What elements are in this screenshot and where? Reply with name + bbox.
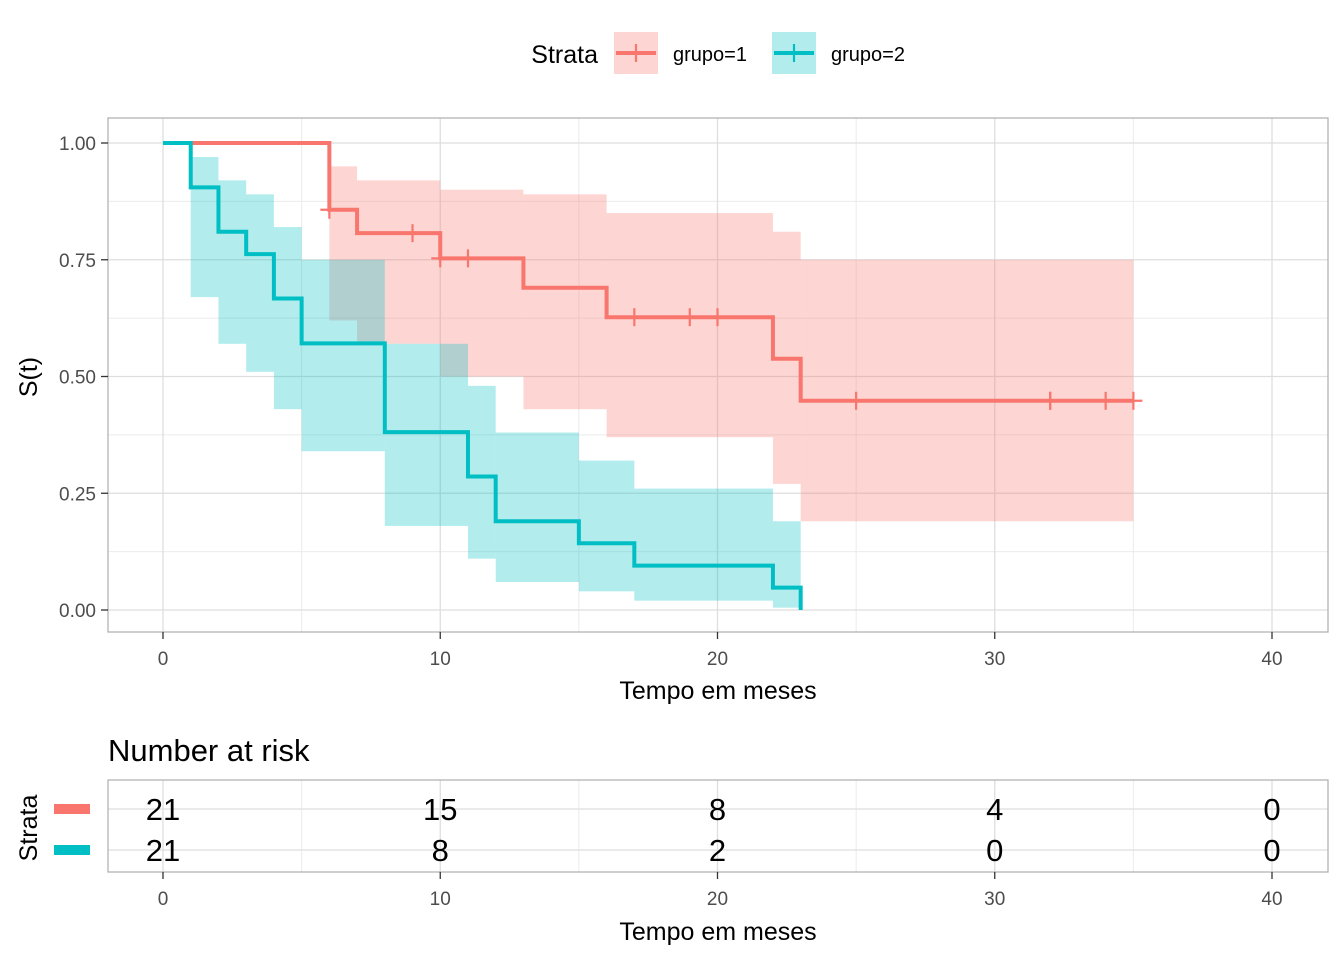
x-tick-label: 20 <box>707 649 728 670</box>
risk-value: 8 <box>432 833 449 868</box>
x-tick-label: 0 <box>158 649 169 670</box>
ci-band-grupo-2 <box>218 180 247 344</box>
ci-band-grupo-2 <box>190 157 219 298</box>
risk-row-key <box>54 804 90 814</box>
ci-band-grupo-2 <box>273 227 302 410</box>
legend-label: grupo=1 <box>673 44 747 66</box>
censor-mark-grupo-1 <box>708 308 727 327</box>
risk-value: 15 <box>423 792 457 827</box>
censor-mark-grupo-1 <box>403 224 422 243</box>
censor-mark-grupo-1 <box>1124 391 1143 410</box>
y-tick-label: 1.00 <box>59 134 96 155</box>
legend: Strata grupo=1 grupo=2 <box>531 32 905 74</box>
risk-value: 0 <box>1263 792 1280 827</box>
survival-line-grupo-1 <box>163 141 1134 403</box>
ci-band-grupo-1 <box>440 189 524 377</box>
censor-mark-grupo-1 <box>847 391 866 410</box>
survival-plot-panel: 0.00 0.25 0.50 0.75 1.00 0 10 20 30 40 <box>59 117 1329 670</box>
risk-table-y-axis-title: Strata <box>15 795 43 862</box>
y-tick-label: 0.50 <box>59 368 96 389</box>
ci-band-grupo-2 <box>772 521 801 608</box>
risk-x-tick-label: 20 <box>707 889 728 910</box>
risk-value: 8 <box>709 792 726 827</box>
legend-title: Strata <box>531 41 598 69</box>
ci-band-grupo-2 <box>301 259 385 452</box>
ci-band-grupo-1 <box>357 180 441 344</box>
risk-table-title: Number at risk <box>108 733 310 768</box>
risk-x-tick-label: 0 <box>158 889 169 910</box>
risk-value: 21 <box>146 833 180 868</box>
risk-x-tick-label: 40 <box>1261 889 1282 910</box>
y-tick-label: 0.00 <box>59 601 96 622</box>
legend-entry: grupo=2 <box>772 32 905 74</box>
x-tick-label: 30 <box>984 649 1005 670</box>
ci-band-grupo-2 <box>246 194 274 372</box>
x-tick-label: 40 <box>1261 649 1282 670</box>
y-tick-label: 0.75 <box>59 251 96 272</box>
risk-value: 21 <box>146 792 180 827</box>
censor-mark-grupo-1 <box>458 249 477 268</box>
ci-band-grupo-1 <box>800 259 1134 522</box>
y-axis-title: S(t) <box>15 357 43 397</box>
risk-value: 0 <box>1263 833 1280 868</box>
censor-mark-grupo-1 <box>320 200 339 219</box>
ci-band-grupo-2 <box>495 432 579 582</box>
ci-band-grupo-2 <box>634 488 773 601</box>
ci-band-grupo-1 <box>329 166 358 321</box>
x-tick-label: 10 <box>430 649 451 670</box>
legend-label: grupo=2 <box>831 44 905 66</box>
risk-x-tick-label: 10 <box>430 889 451 910</box>
risk-row-key <box>54 845 90 855</box>
censor-mark-grupo-1 <box>680 308 699 327</box>
risk-table-x-axis-title: Tempo em meses <box>619 918 816 946</box>
censor-mark-grupo-1 <box>431 249 450 268</box>
legend-entry: grupo=1 <box>614 32 747 74</box>
risk-value: 0 <box>986 833 1003 868</box>
risk-x-tick-label: 30 <box>984 889 1005 910</box>
survival-line-grupo-2 <box>163 141 803 610</box>
x-axis-title: Tempo em meses <box>619 677 816 705</box>
censor-mark-grupo-1 <box>1096 391 1115 410</box>
censor-mark-grupo-1 <box>1041 391 1060 410</box>
y-tick-label: 0.25 <box>59 484 96 505</box>
ci-band-grupo-2 <box>384 343 468 526</box>
ci-band-grupo-2 <box>467 385 496 559</box>
risk-table-panel: 21 15 8 4 021 8 2 0 0 0 10 20 30 40 <box>54 779 1329 910</box>
risk-value: 2 <box>709 833 726 868</box>
ci-band-grupo-1 <box>523 194 607 410</box>
ci-band-grupo-2 <box>578 460 635 592</box>
censor-mark-grupo-1 <box>625 308 644 327</box>
risk-value: 4 <box>986 792 1003 827</box>
